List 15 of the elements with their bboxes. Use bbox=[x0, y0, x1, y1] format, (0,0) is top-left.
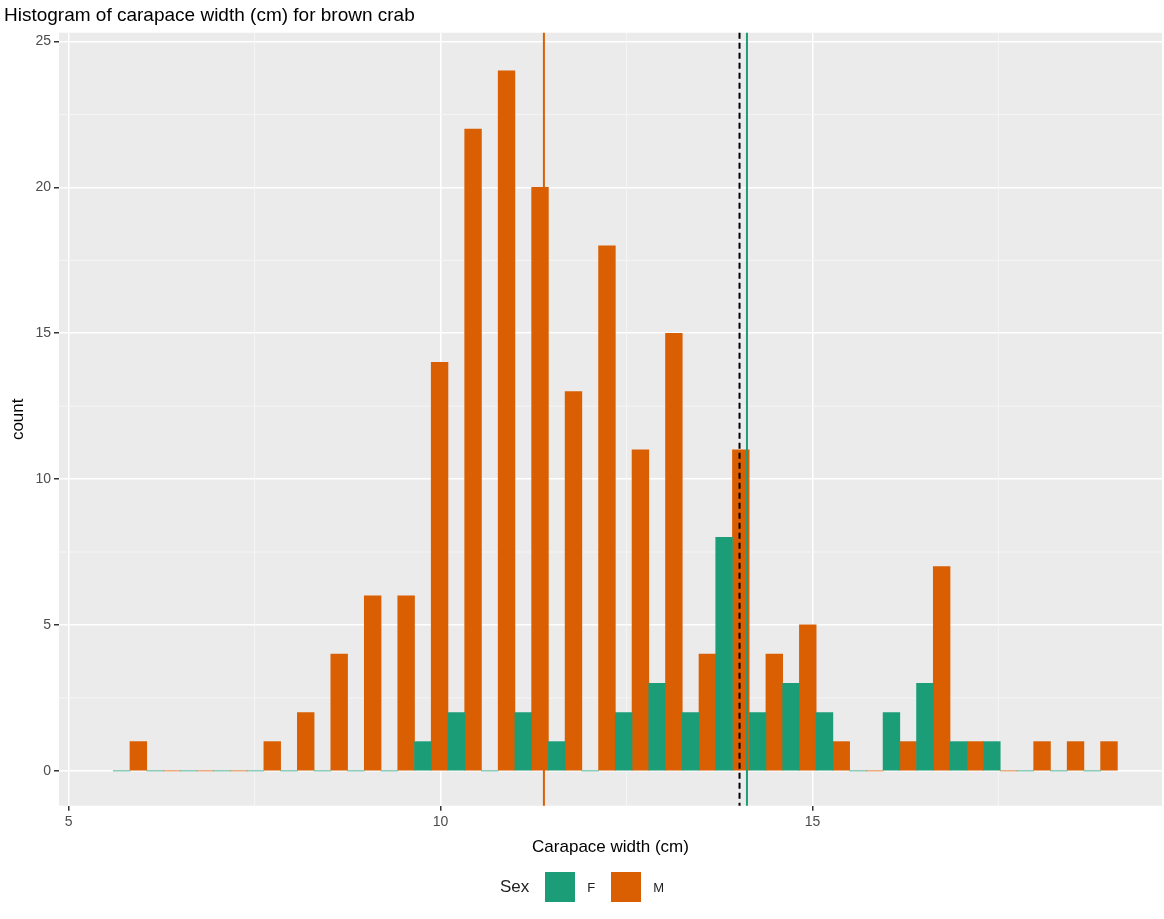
x-axis-title: Carapace width (cm) bbox=[532, 837, 689, 857]
y-tick-label: 0 bbox=[43, 761, 52, 778]
y-tick-label: 25 bbox=[35, 32, 52, 49]
legend-label: F bbox=[587, 879, 596, 895]
chart-title: Histogram of carapace width (cm) for brown crab bbox=[4, 3, 415, 25]
x-tick-label: 5 bbox=[64, 813, 73, 830]
y-tick-label: 15 bbox=[35, 324, 52, 341]
legend-title: Sex bbox=[499, 877, 530, 897]
x-tick-label: 10 bbox=[432, 813, 449, 830]
x-tick-label: 15 bbox=[804, 813, 821, 830]
y-axis-title: count bbox=[7, 398, 27, 441]
legend-label: M bbox=[653, 879, 665, 895]
y-tick-label: 10 bbox=[35, 469, 52, 486]
y-tick-label: 5 bbox=[43, 615, 52, 632]
y-tick-label: 20 bbox=[35, 178, 52, 195]
